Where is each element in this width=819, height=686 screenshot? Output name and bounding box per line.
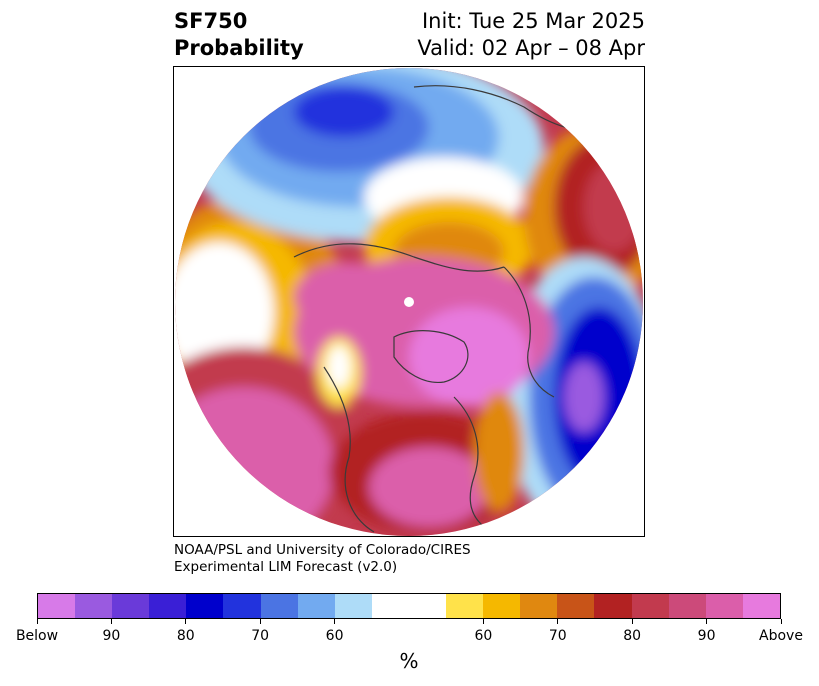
credit: NOAA/PSL and University of Colorado/CIRE…	[174, 542, 471, 576]
alaska-neutral	[327, 345, 351, 389]
west-neutral	[175, 242, 274, 382]
colorbar-tick-label: 80	[623, 628, 642, 644]
valid-date: Valid: 02 Apr – 08 Apr	[417, 36, 645, 60]
credit-line-2: Experimental LIM Forecast (v2.0)	[174, 559, 398, 575]
northeast-rose	[584, 162, 643, 252]
colorbar-tick-mark	[259, 619, 261, 624]
north-america-magenta	[369, 447, 489, 527]
colorbar-segment	[594, 594, 632, 618]
colorbar-segment	[371, 594, 447, 618]
colorbar-segment	[223, 594, 261, 618]
colorbar-tick-label: 60	[474, 628, 493, 644]
forecast-dates: Init: Tue 25 Mar 2025 Valid: 02 Apr – 08…	[417, 8, 645, 62]
colorbar	[37, 593, 781, 619]
colorbar-segment	[186, 594, 224, 618]
colorbar-tick-label: 60	[325, 628, 344, 644]
colorbar-segment	[446, 594, 484, 618]
siberia-coast	[293, 243, 505, 272]
arctic-west-magenta	[294, 262, 404, 332]
colorbar-tick-mark	[557, 619, 559, 624]
colorbar-tick-label: 90	[102, 628, 121, 644]
colorbar-tick-mark	[110, 619, 112, 624]
colorbar-tick-mark	[780, 619, 782, 624]
credit-line-1: NOAA/PSL and University of Colorado/CIRE…	[174, 542, 471, 558]
colorbar-segment	[75, 594, 113, 618]
colorbar-tick-label: 70	[548, 628, 567, 644]
arctic-core	[409, 307, 529, 407]
colorbar-segment	[38, 594, 76, 618]
polar-map-svg	[175, 68, 643, 536]
colorbar-tick-mark	[334, 619, 336, 624]
colorbar-tick-label: Above	[759, 628, 803, 644]
map-title: SF750 Probability	[174, 8, 304, 62]
colorbar-unit: %	[399, 649, 419, 673]
colorbar-segment	[557, 594, 595, 618]
colorbar-segment	[668, 594, 706, 618]
colorbar-segment	[742, 594, 780, 618]
init-date: Init: Tue 25 Mar 2025	[421, 9, 645, 33]
title-variable: SF750	[174, 9, 248, 33]
colorbar-segment	[705, 594, 743, 618]
north-pacific-core	[294, 87, 394, 137]
colorbar-segment	[297, 594, 335, 618]
colorbar-segment	[149, 594, 187, 618]
pole-marker	[404, 297, 414, 307]
colorbar-tick-label: 80	[176, 628, 195, 644]
colorbar-segment	[334, 594, 372, 618]
colorbar-segment	[631, 594, 669, 618]
colorbar-tick-mark	[36, 619, 38, 624]
greenland-outline	[393, 330, 469, 384]
colorbar-tick-mark	[706, 619, 708, 624]
colorbar-tick-label: Below	[15, 628, 59, 644]
polar-map	[173, 66, 645, 537]
west-coast	[323, 366, 375, 533]
colorbar-tick-label: 70	[251, 628, 270, 644]
colorbar-segment	[520, 594, 558, 618]
colorbar-segment	[483, 594, 521, 618]
colorbar-tick-mark	[631, 619, 633, 624]
colorbar-tick-mark	[482, 619, 484, 624]
colorbar-tick-mark	[185, 619, 187, 624]
atlantic-core	[564, 362, 604, 432]
colorbar-segment	[260, 594, 298, 618]
colorbar-tick-label: 90	[697, 628, 716, 644]
colorbar-segment	[112, 594, 150, 618]
europe-coast	[503, 266, 555, 398]
title-probability: Probability	[174, 36, 304, 60]
east-coast-orange	[474, 392, 524, 512]
